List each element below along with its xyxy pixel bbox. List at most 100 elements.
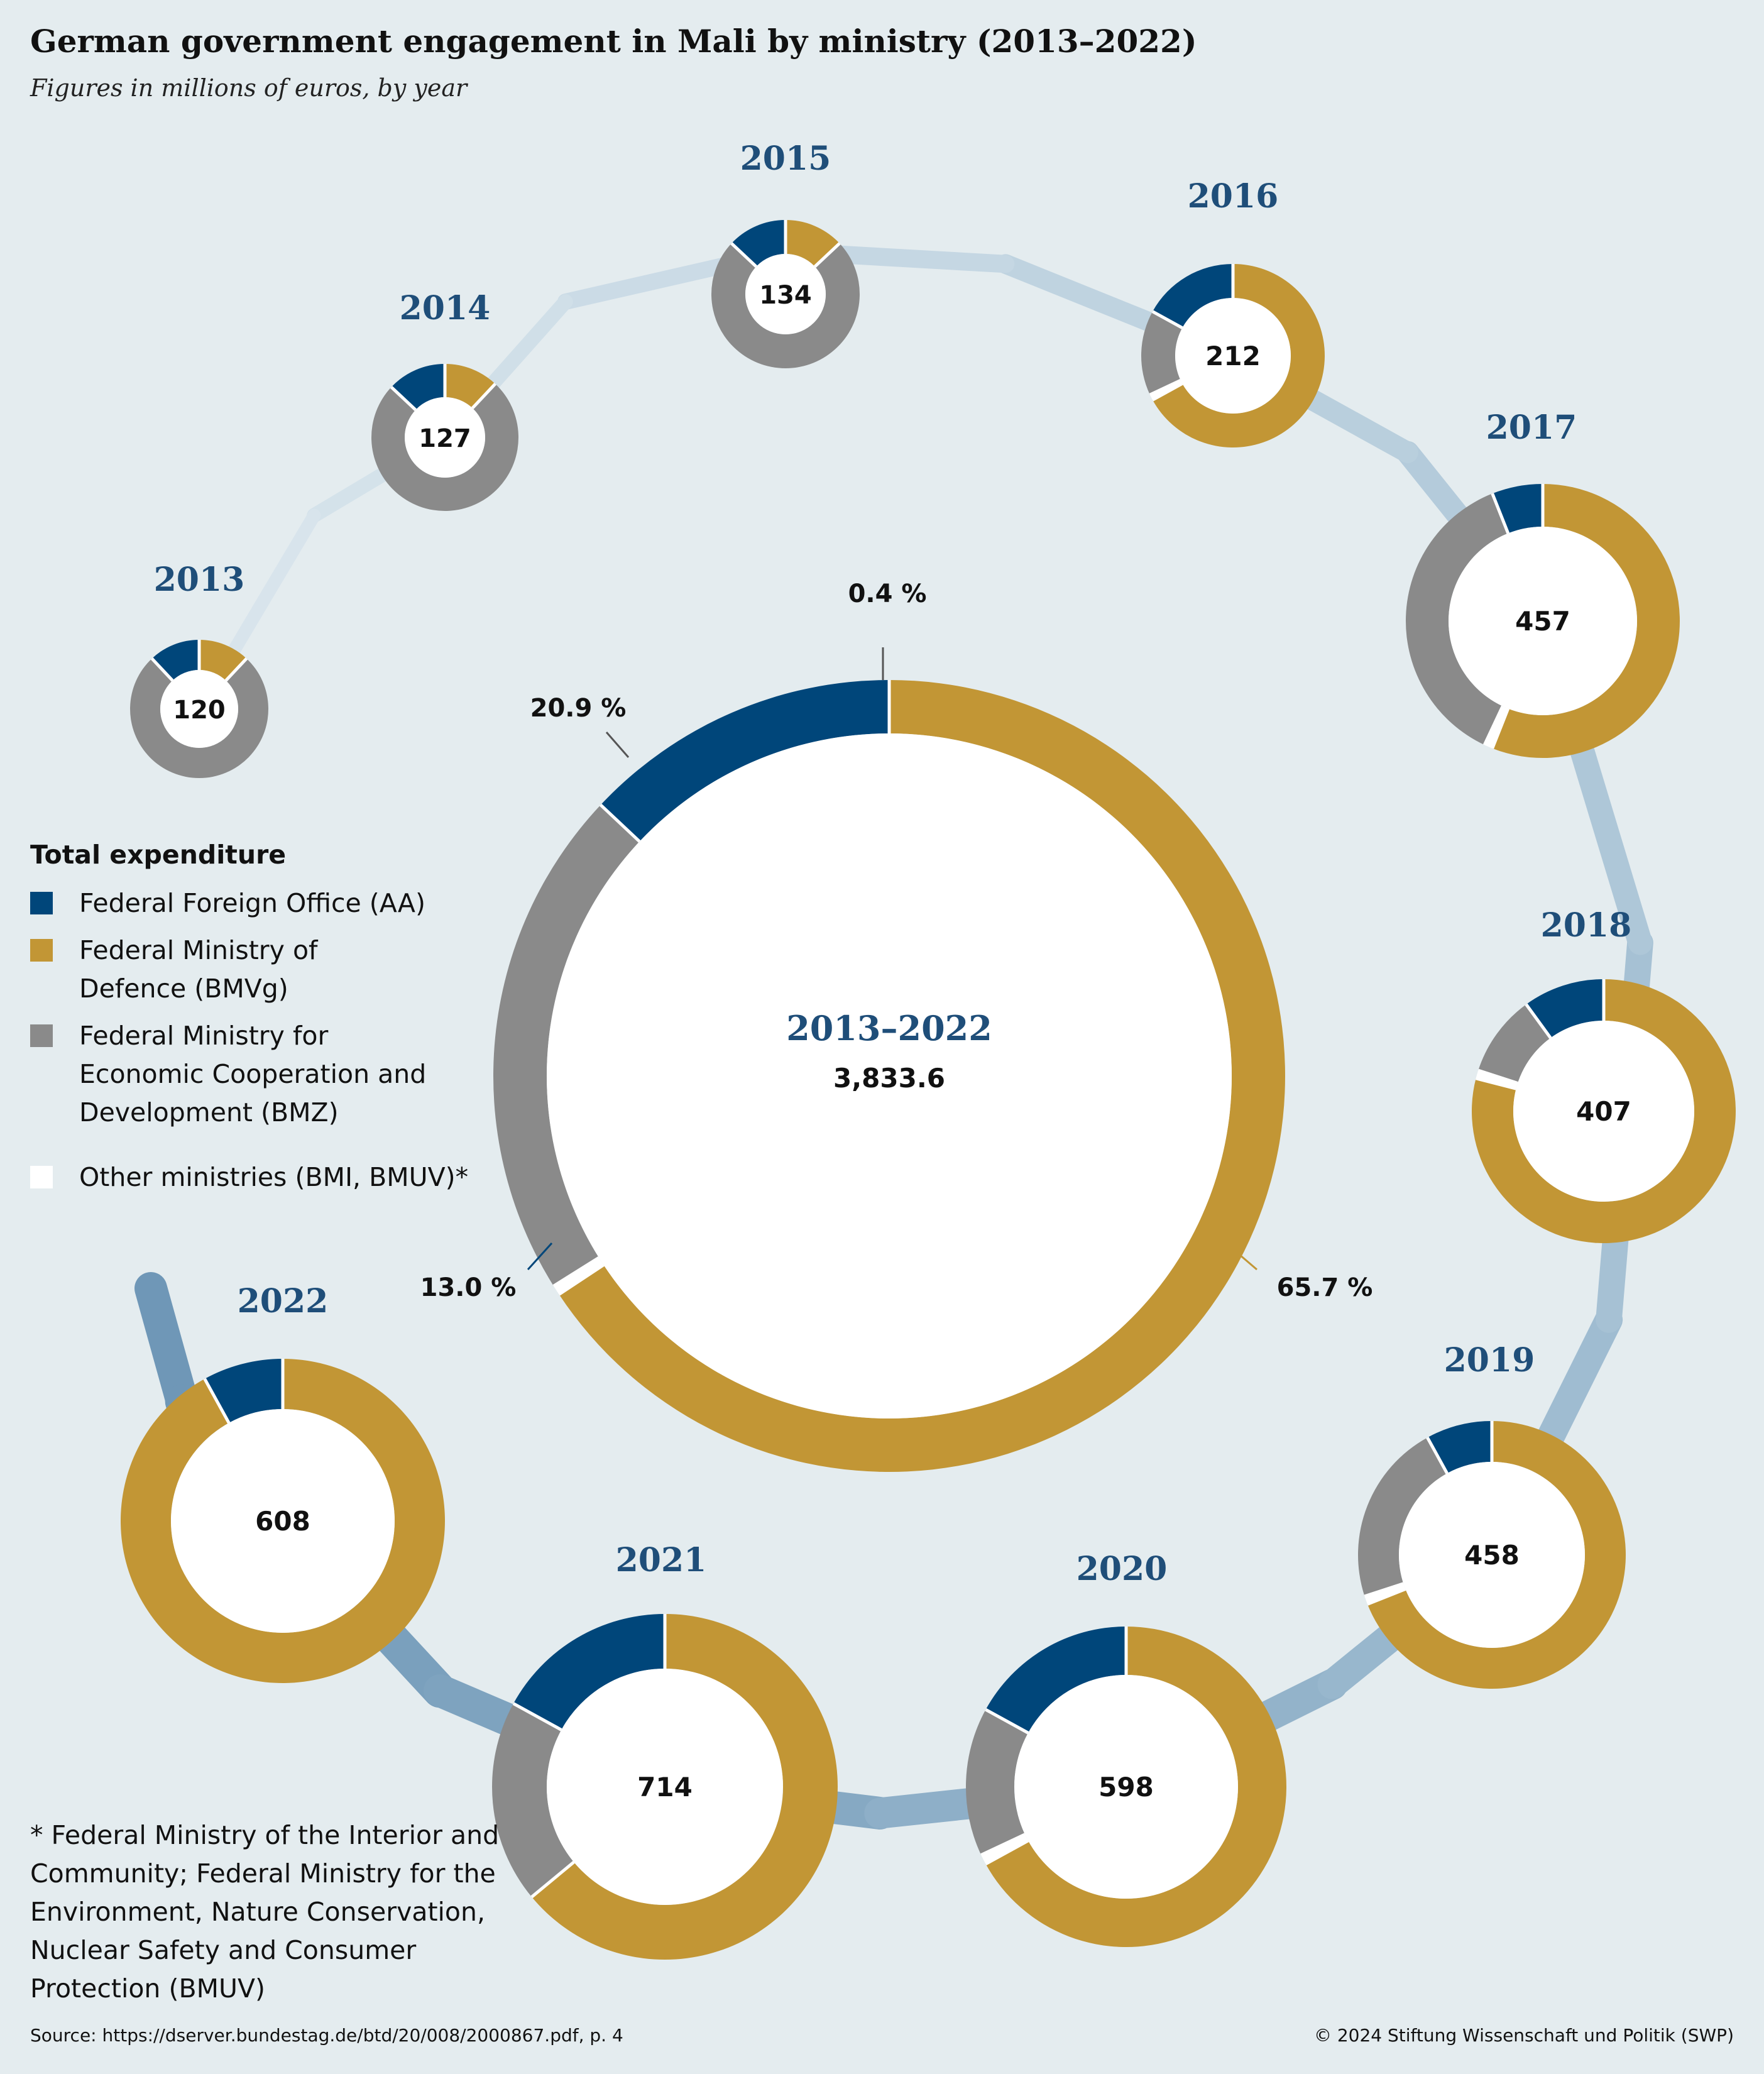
legend-label-bmvg: Federal Ministry of Defence (BMVg): [79, 935, 318, 1004]
donut-2019-separator: [1364, 1582, 1405, 1598]
legend-item-aa: Federal Foreign Office (AA): [30, 884, 508, 923]
legend-swatch-bmvg: [30, 939, 53, 962]
year-total-2019: 458: [1464, 1540, 1520, 1571]
donut-2014-separator: [471, 382, 496, 410]
summary-separator: [600, 803, 641, 843]
donut-2018-separator: [1525, 1003, 1552, 1039]
donut-2020-slice-bmvg: [985, 1627, 1287, 1947]
legend-item-other: Other ministries (BMI, BMUV)*: [30, 1158, 508, 1197]
donut-2022-separator: [203, 1378, 231, 1424]
donut-2014-center: [405, 397, 485, 478]
summary-slice-bmz: [493, 804, 640, 1287]
copyright-note: © 2024 Stiftung Wissenschaft und Politik…: [1313, 2025, 1734, 2046]
donut-2016-center: [1175, 298, 1291, 414]
donut-2018-slice-bmvg: [1472, 979, 1736, 1243]
donut-2022-center: [171, 1409, 395, 1633]
donut-2015-center: [745, 254, 826, 334]
donut-2013: [129, 640, 268, 778]
donut-2017-slice-bmvg: [1492, 484, 1680, 758]
donut-2017-center: [1449, 527, 1637, 715]
summary-center: [547, 733, 1232, 1418]
donut-2016-separator: [1151, 310, 1183, 329]
year-label-2016: 2016: [1188, 177, 1279, 216]
callout-label-bmz: 20.9 %: [530, 694, 627, 723]
donut-2016-slice-other: [1149, 380, 1183, 400]
donut-2013-center: [160, 670, 238, 748]
legend-label-bmz: Federal Ministry for Economic Cooperatio…: [79, 1021, 427, 1128]
donut-2022-slice-bmvg: [121, 1359, 446, 1683]
donut-2018-separator: [1477, 1068, 1518, 1085]
footnote: * Federal Ministry of the Interior and C…: [30, 1820, 500, 2004]
year-donuts: 2013 120 2014 127 2015 134 2016 212 2017 457 2018 4…: [121, 140, 1736, 1960]
summary: [493, 680, 1286, 1473]
year-total-2021: 714: [637, 1772, 693, 1802]
donut-2020-separator: [985, 1839, 1029, 1866]
donut-2016-slice-aa: [1153, 264, 1233, 328]
legend-swatch-bmz: [30, 1024, 53, 1047]
donut-2017-slice-aa: [1492, 484, 1543, 534]
donut-2019: [1358, 1421, 1626, 1689]
donut-2015: [711, 220, 860, 368]
donut-2020-center: [1014, 1675, 1238, 1899]
donut-2016: [1141, 264, 1325, 447]
donut-2021-slice-aa: [513, 1614, 665, 1730]
summary-donut: 2013–2022 3,833.6 0.4 % 20.9 % 13.0 % 65.7 %: [420, 579, 1372, 1473]
donut-2020-slice-other: [981, 1834, 1029, 1864]
donut-2015-separator: [730, 242, 758, 268]
year-label-2015: 2015: [740, 140, 831, 178]
donut-2020-slice-bmz: [965, 1709, 1029, 1855]
summary-total: 3,833.6: [833, 1063, 945, 1094]
legend-swatch-aa: [30, 892, 53, 914]
summary-separator: [558, 1263, 605, 1296]
chart-title: German government engagement in Mali by …: [30, 23, 1197, 60]
legend: Total expenditure Federal Foreign Office…: [30, 836, 508, 1205]
donut-2016-slice-bmvg: [1153, 264, 1325, 447]
year-total-2018: 407: [1576, 1096, 1631, 1127]
legend-item-bmvg: Federal Ministry of Defence (BMVg): [30, 931, 508, 1008]
donut-2021-slice-bmvg: [532, 1614, 838, 1960]
legend-label-other: Other ministries (BMI, BMUV)*: [79, 1162, 469, 1192]
donut-2021-center: [547, 1669, 783, 1905]
donut-2021: [492, 1614, 838, 1960]
callout-line-aa: [527, 1242, 553, 1271]
donut-2014-separator: [390, 386, 417, 412]
legend-title: Total expenditure: [30, 840, 287, 870]
year-label-2013: 2013: [154, 561, 245, 599]
donut-2014-slice-bmz: [371, 383, 518, 512]
donut-2017-separator: [1482, 705, 1504, 746]
year-total-2016: 212: [1205, 341, 1261, 371]
donut-2019-slice-bmz: [1358, 1437, 1447, 1596]
callout-label-aa: 13.0 %: [420, 1273, 517, 1302]
donut-2016-separator: [1149, 378, 1181, 397]
donut-2018-slice-bmz: [1478, 1004, 1551, 1084]
donut-2017: [1405, 484, 1680, 758]
donut-2022-slice-aa: [204, 1359, 283, 1424]
track-segment: [134, 1272, 199, 1418]
donut-2019-separator: [1426, 1437, 1449, 1474]
summary-slice-aa: [600, 680, 889, 842]
year-label-2020: 2020: [1076, 1550, 1168, 1588]
callout-line-bmvg: [1234, 1249, 1257, 1271]
donut-2021-separator: [530, 1860, 575, 1899]
year-total-2017: 457: [1515, 606, 1570, 637]
donut-2016-slice-bmz: [1141, 311, 1183, 395]
donut-2020-separator: [985, 1708, 1029, 1735]
donut-2013-separator: [224, 657, 248, 682]
donut-2018-slice-other: [1476, 1070, 1518, 1089]
donut-2019-separator: [1367, 1588, 1406, 1606]
year-label-2017: 2017: [1486, 409, 1577, 447]
donut-2022: [121, 1359, 446, 1683]
year-total-2020: 598: [1098, 1772, 1154, 1802]
donut-2019-slice-bmvg: [1367, 1421, 1626, 1689]
donut-2020-separator: [980, 1833, 1026, 1857]
donut-2018: [1472, 979, 1736, 1243]
year-label-2014: 2014: [400, 289, 491, 327]
donut-2019-slice-other: [1364, 1583, 1406, 1605]
donut-2020: [965, 1627, 1287, 1947]
donut-2018-center: [1513, 1021, 1694, 1202]
chart-subtitle: Figures in millions of euros, by year: [30, 74, 468, 102]
donut-2017-slice-bmz: [1405, 493, 1508, 745]
donut-2016-separator: [1151, 382, 1183, 402]
donut-2015-separator: [813, 242, 841, 268]
